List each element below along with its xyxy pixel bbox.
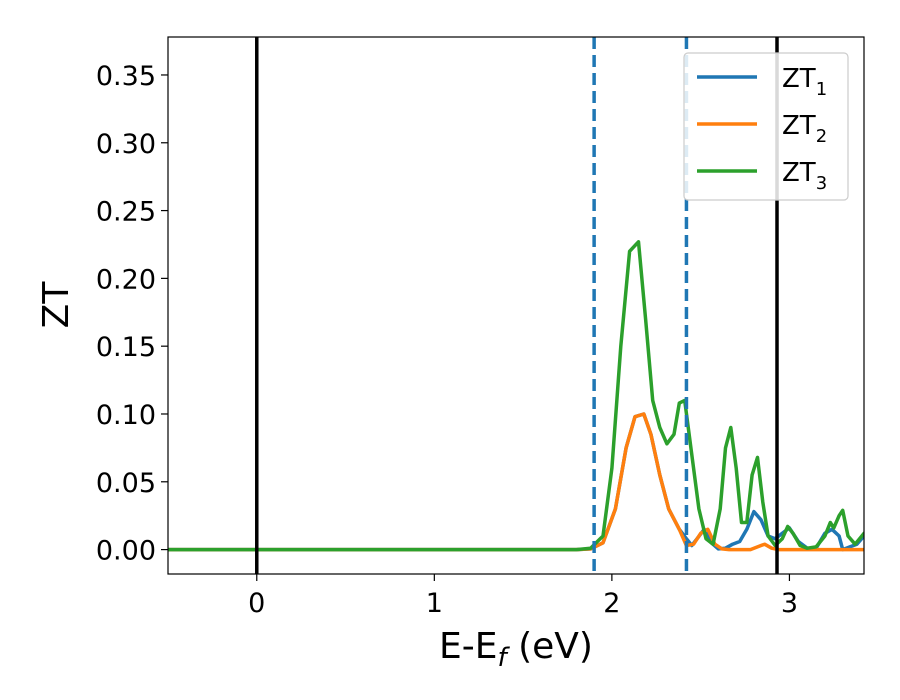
y-tick-label: 0.00 [96,536,156,567]
x-tick-label: 0 [248,588,265,619]
y-tick-label: 0.20 [96,264,156,295]
legend: ZT1 ZT2 ZT3 [683,52,849,201]
y-axis-label: ZT [36,281,77,329]
plot-frame [167,36,865,575]
y-tick-label: 0.35 [96,61,156,92]
y-tick-label: 0.15 [96,332,156,363]
legend-label-zt1: ZT1 [782,64,827,100]
legend-box [683,52,849,201]
legend-label-zt3: ZT3 [782,158,827,194]
x-axis-label: E-Ef (eV) [439,626,593,673]
axis-ticks: 0 1 2 3 0.00 0.05 0.10 0.15 0.20 0.25 0.30 0.35 [96,61,798,619]
y-tick-label: 0.05 [96,468,156,499]
x-tick-label: 3 [781,588,798,619]
series-line-zt3 [168,240,864,552]
y-tick-label: 0.30 [96,129,156,160]
y-tick-label: 0.25 [96,197,156,228]
legend-label-zt2: ZT2 [782,111,827,147]
x-tick-label: 2 [603,588,620,619]
y-tick-label: 0.10 [96,400,156,431]
x-tick-label: 1 [426,588,443,619]
